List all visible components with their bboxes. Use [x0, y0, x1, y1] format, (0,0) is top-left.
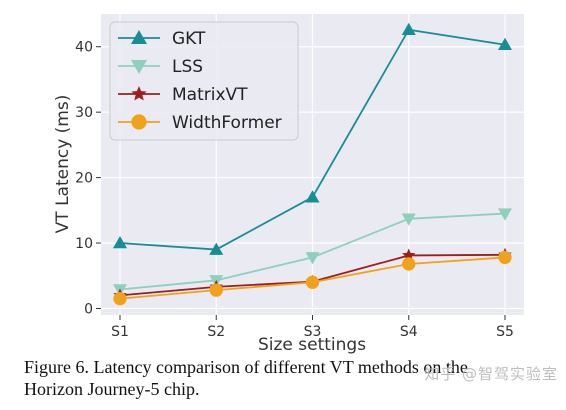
watermark: 知乎 @智驾实验室	[424, 365, 558, 383]
legend-entry-matrixvt: MatrixVT	[118, 85, 248, 105]
legend-marker-lss	[131, 60, 147, 74]
legend-entries: GKT LSS MatrixVT WidthFormer	[118, 29, 282, 133]
legend: GKT LSS MatrixVT WidthFormer	[109, 21, 299, 141]
latency-chart: 0 10 20 30 40 S1 S2 S3 S4 S5 Size settings VT Lat…	[53, 14, 524, 355]
x-tick-label: S3	[304, 324, 322, 340]
data-point-lss	[305, 252, 320, 265]
data-point-gkt	[401, 22, 416, 35]
legend-entry-gkt: GKT	[118, 29, 206, 49]
legend-marker-gkt	[131, 30, 147, 44]
data-point-widthformer	[113, 291, 127, 306]
y-tick-label: 10	[75, 236, 93, 252]
data-point-gkt	[498, 37, 512, 51]
x-tick-label: S5	[496, 324, 514, 340]
data-point-widthformer	[402, 257, 416, 271]
data-point-widthformer	[305, 275, 320, 289]
y-tick-label: 0	[84, 301, 93, 317]
legend-box	[109, 21, 299, 141]
series-lines	[113, 22, 512, 306]
legend-label-matrixvt: MatrixVT	[172, 85, 248, 105]
legend-label-widthformer: WidthFormer	[172, 113, 282, 133]
y-axis-label: VT Latency (ms)	[53, 95, 73, 234]
data-point-widthformer	[209, 283, 223, 297]
data-point-gkt	[113, 236, 127, 249]
data-point-lss	[401, 213, 416, 226]
data-point-lss	[498, 208, 512, 221]
caption-line-2: Horizon Journey-5 chip.	[24, 379, 200, 399]
legend-marker-widthformer	[131, 114, 147, 130]
y-tick-label: 20	[75, 171, 93, 187]
axes: 0 10 20 30 40 S1 S2 S3 S4 S5	[75, 40, 514, 340]
series-gkt	[113, 22, 512, 255]
caption-line-1: Figure 6. Latency comparison of differen…	[24, 357, 468, 377]
data-point-gkt	[209, 242, 224, 255]
legend-label-gkt: GKT	[172, 29, 206, 49]
legend-entry-widthformer: WidthFormer	[118, 113, 282, 133]
x-tick-label: S1	[111, 324, 129, 340]
figure-caption: Figure 6. Latency comparison of differen…	[24, 356, 554, 400]
x-axis-label: Size settings	[258, 335, 366, 355]
data-point-widthformer	[498, 250, 512, 265]
data-point-gkt	[305, 190, 320, 203]
data-point-matrixvt	[402, 248, 416, 262]
y-tick-label: 40	[75, 40, 93, 56]
x-tick-label: S4	[400, 324, 418, 340]
series-widthformer	[113, 250, 512, 306]
y-tick-label: 30	[75, 105, 93, 121]
x-tick-label: S2	[207, 324, 225, 340]
legend-entry-lss: LSS	[118, 57, 203, 77]
legend-label-lss: LSS	[172, 57, 203, 77]
legend-marker-matrixvt	[131, 86, 147, 101]
